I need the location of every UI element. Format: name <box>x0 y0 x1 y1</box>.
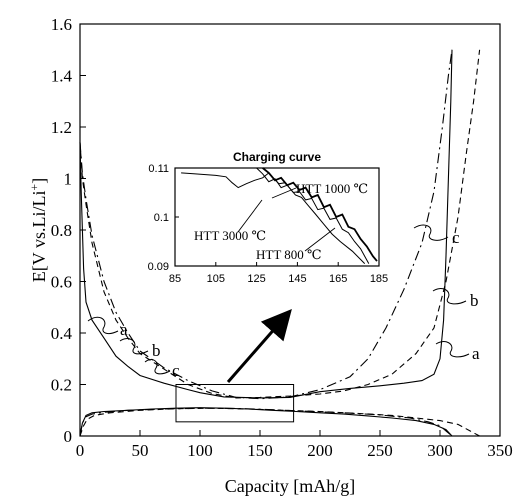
series-c-charge-line <box>79 407 453 437</box>
series-b-discharge-line <box>79 49 481 399</box>
inset-leader-3000 <box>237 199 263 233</box>
x-tick-label: 200 <box>307 441 333 460</box>
y-tick-label: 0.6 <box>51 273 72 292</box>
curve-label-a-left: a <box>120 320 128 339</box>
series-c-discharge-line <box>79 49 453 400</box>
leader-b-left <box>119 338 149 355</box>
series-b-charge-line <box>79 407 480 437</box>
inset-x-tick-label: 145 <box>288 273 306 285</box>
x-tick-labels: 0 50 100 150 200 250 300 350 <box>76 430 513 460</box>
x-tick-label: 350 <box>487 441 513 460</box>
inset-leader-1000 <box>271 187 297 199</box>
highlight-box <box>175 384 295 423</box>
curve-label-a-right: a <box>472 344 480 363</box>
inset-label-htt-1000: HTT 1000 ℃ <box>296 181 368 196</box>
inset-series-line-2 <box>256 167 370 264</box>
inset-background <box>174 167 380 267</box>
y-tick-label: 0 <box>64 427 73 446</box>
inset-x-tick-label: 105 <box>207 273 225 285</box>
y-tick-label: 1 <box>64 170 73 189</box>
inset-x-tick-label: 85 <box>169 273 181 285</box>
x-tick-label: 150 <box>247 441 273 460</box>
leader-b-right <box>432 288 467 305</box>
y-tick-label: 0.2 <box>51 376 72 395</box>
x-axis-title: Capacity [mAh/g] <box>225 476 355 496</box>
inset-x-tick-label: 125 <box>247 273 265 285</box>
inset-leader-800 <box>304 227 336 252</box>
leader-c-left <box>144 359 171 375</box>
inset-x-tick-labels: 85 105 125 145 165 185 <box>169 262 388 285</box>
inset-chart: Charging curve 0.09 0.1 0.11 85 105 125 145 16… <box>148 150 389 285</box>
inset-label-htt-800: HTT 800 ℃ <box>256 247 322 262</box>
inset-series-line-1 <box>262 167 378 262</box>
curve-label-c-right: c <box>452 228 460 247</box>
inset-leaders <box>237 187 336 252</box>
leader-a-left <box>87 316 119 335</box>
series-layer <box>79 49 481 437</box>
leader-a-right <box>435 341 470 358</box>
inset-y-tick-label: 0.09 <box>148 261 169 273</box>
inset-label-htt-3000: HTT 3000 ℃ <box>194 228 266 243</box>
inset-y-tick-label: 0.11 <box>148 163 169 175</box>
zoom-arrow <box>226 308 292 383</box>
curve-label-b-left: b <box>152 341 161 360</box>
inset-y-tick-labels: 0.09 0.1 0.11 <box>148 163 179 273</box>
y-axis-title: E[V vs.Li/Li+] <box>27 178 49 282</box>
y-tick-label: 0.4 <box>51 324 73 343</box>
inset-series-layer <box>181 167 378 264</box>
x-tick-label: 100 <box>187 441 213 460</box>
y-tick-label: 1.6 <box>51 15 72 34</box>
inset-x-tick-label: 165 <box>329 273 347 285</box>
inset-x-tick-label: 185 <box>370 273 388 285</box>
x-tick-label: 250 <box>367 441 393 460</box>
x-tick-label: 300 <box>427 441 453 460</box>
curve-label-c-left: c <box>172 361 180 380</box>
y-tick-labels: 0 0.2 0.4 0.6 0.8 1 1.2 1.4 1.6 <box>51 15 86 446</box>
y-tick-label: 1.2 <box>51 118 72 137</box>
x-tick-label: 50 <box>132 441 149 460</box>
y-tick-label: 1.4 <box>51 67 73 86</box>
curve-label-group <box>87 224 470 375</box>
curve-label-b-right: b <box>470 291 479 310</box>
inset-y-tick-label: 0.1 <box>154 212 169 224</box>
y-tick-label: 0.8 <box>51 221 72 240</box>
leader-c-right <box>413 224 449 241</box>
inset-title: Charging curve <box>233 150 321 164</box>
x-tick-label: 0 <box>76 441 85 460</box>
